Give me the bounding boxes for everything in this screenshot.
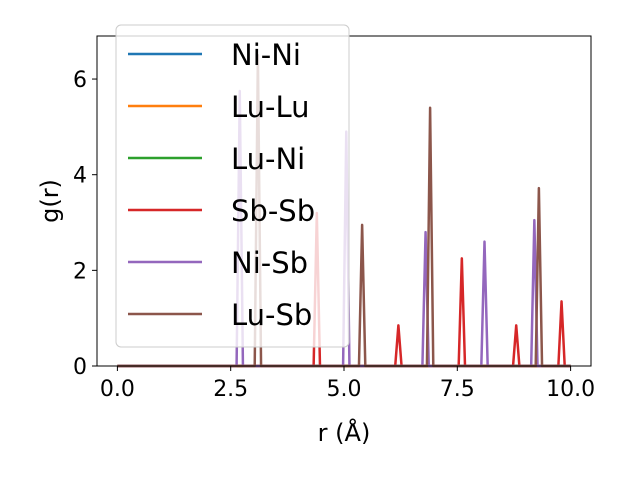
legend-label: Ni-Sb [231,246,308,280]
y-tick-label: 0 [73,355,87,380]
legend-label: Lu-Sb [231,298,312,332]
y-tick-label: 4 [73,164,87,189]
x-tick-label: 5.0 [327,377,362,402]
x-tick-label: 0.0 [100,377,135,402]
legend-label: Sb-Sb [231,194,315,228]
legend-label: Ni-Ni [231,38,301,72]
legend-label: Lu-Lu [231,90,310,124]
legend: Ni-Ni Lu-Lu Lu-Ni Sb-Sb Ni-Sb Lu-Sb [115,24,350,348]
x-tick-label: 7.5 [440,377,475,402]
y-tick-label: 2 [73,259,87,284]
y-axis-label: g(r) [36,179,64,223]
y-axis: 0 2 4 6 [73,68,97,380]
x-axis-label: r (Å) [318,418,371,447]
x-axis: 0.0 2.5 5.0 7.5 10.0 [100,366,595,402]
y-tick-label: 6 [73,68,87,93]
legend-label: Lu-Ni [231,142,305,176]
x-tick-label: 10.0 [546,377,595,402]
x-tick-label: 2.5 [213,377,248,402]
